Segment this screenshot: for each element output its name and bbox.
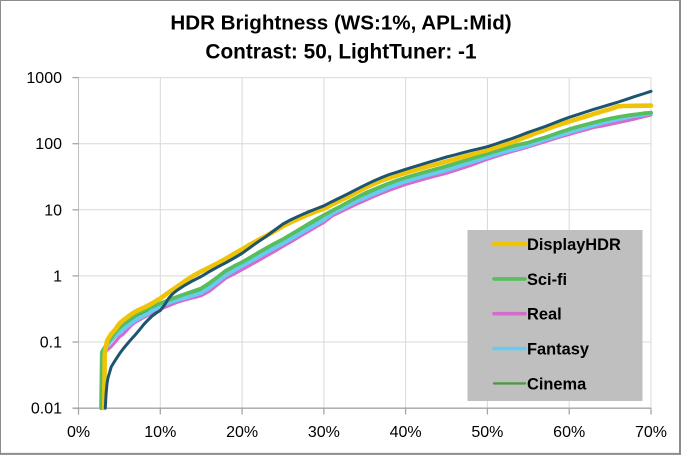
svg-text:100: 100 [35,136,62,153]
svg-text:10%: 10% [144,424,176,441]
svg-text:HDR Brightness (WS:1%, APL:Mid: HDR Brightness (WS:1%, APL:Mid) [170,12,511,35]
svg-text:Fantasy: Fantasy [527,341,590,359]
svg-text:Sci-fi: Sci-fi [527,271,567,289]
svg-text:20%: 20% [226,424,258,441]
svg-text:1: 1 [53,268,62,285]
svg-text:30%: 30% [308,424,340,441]
svg-text:0.01: 0.01 [31,401,62,418]
svg-text:70%: 70% [635,424,667,441]
svg-text:Cinema: Cinema [527,375,587,393]
svg-text:1000: 1000 [26,70,62,87]
svg-text:Contrast: 50, LightTuner: -1: Contrast: 50, LightTuner: -1 [205,41,476,64]
svg-text:60%: 60% [553,424,585,441]
svg-text:Real: Real [527,306,562,324]
svg-text:0%: 0% [67,424,90,441]
svg-text:10: 10 [44,202,62,219]
svg-text:0.1: 0.1 [40,335,62,352]
svg-text:DisplayHDR: DisplayHDR [527,236,621,254]
svg-text:50%: 50% [471,424,503,441]
svg-text:40%: 40% [390,424,422,441]
